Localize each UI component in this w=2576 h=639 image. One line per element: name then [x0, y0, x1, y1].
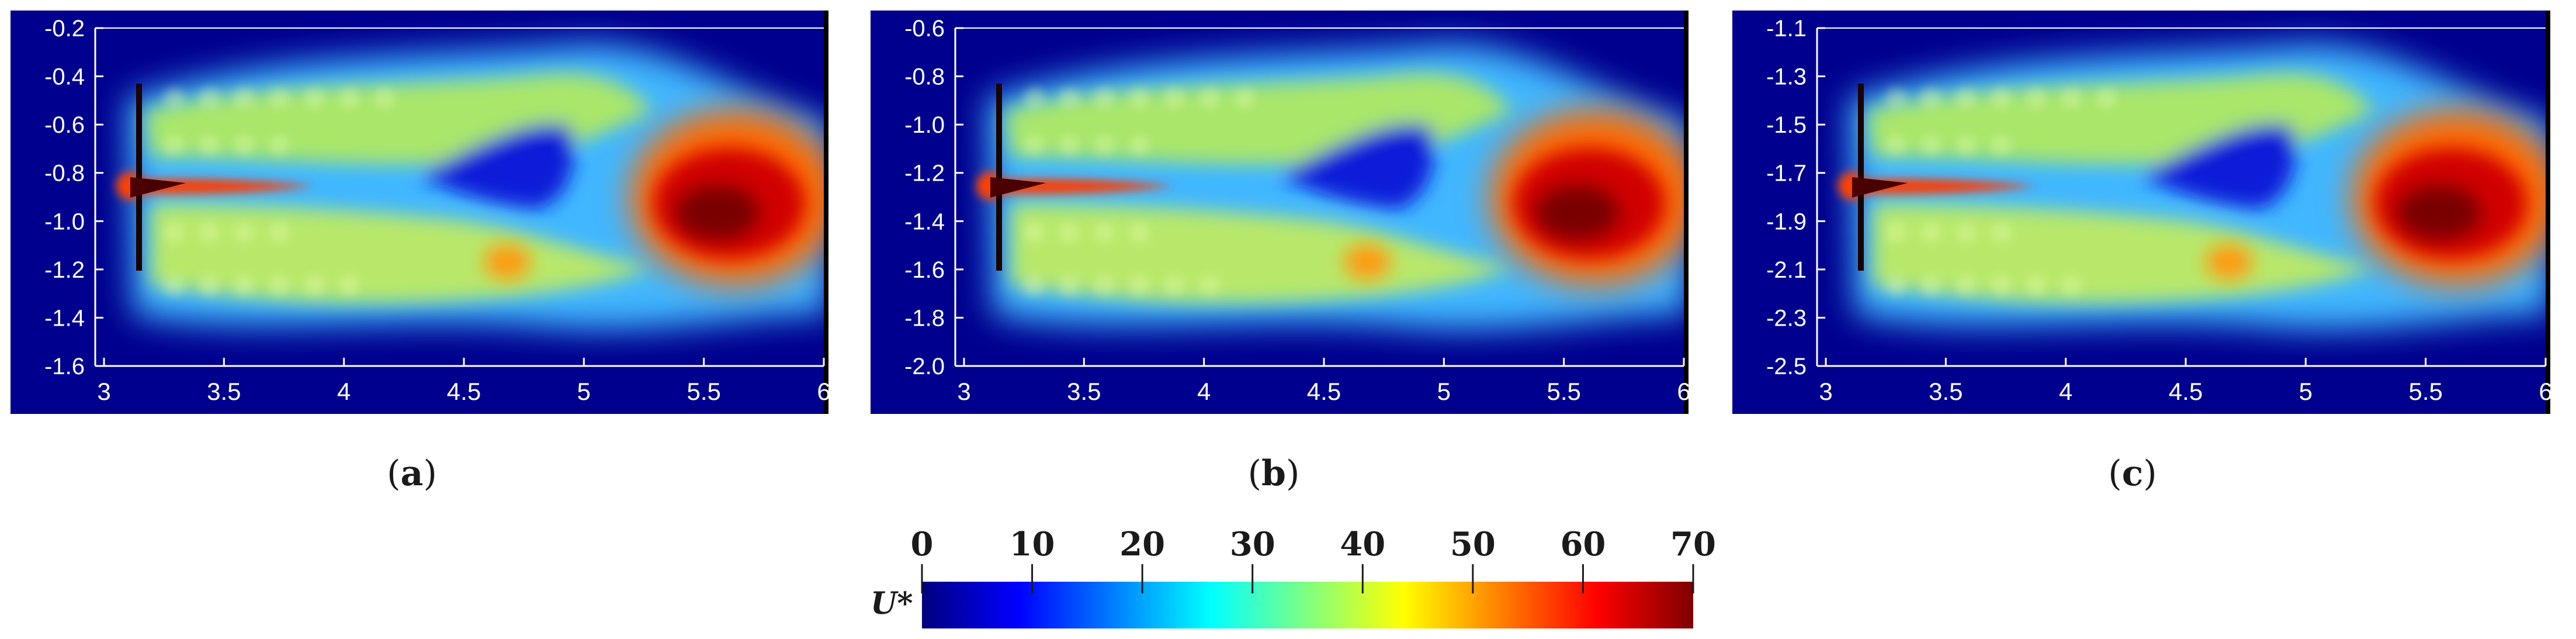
x-tick-label: 5.5 — [687, 378, 720, 405]
y-tick-label: -2.1 — [1766, 257, 1807, 283]
y-tick-label: -2.5 — [1766, 354, 1807, 379]
y-tick-label: -1.6 — [904, 257, 945, 283]
x-tick-label: 4.5 — [2169, 378, 2203, 405]
colorbar-tick-label: 50 — [1450, 525, 1496, 564]
y-tick-label: -2.3 — [1766, 305, 1807, 331]
x-tick-label: 4 — [2059, 378, 2072, 405]
colorbar-tick-label: 40 — [1340, 525, 1385, 564]
heatmap-panel-a: -0.2 -0.4 -0.6 -0.8 -1.0 -1.2 -1.4 -1.6 3 3.5 4 4.5… — [11, 11, 840, 414]
colorbar-label: U* — [871, 586, 913, 621]
velocity-field — [871, 11, 1700, 414]
x-tick-label: 5 — [2299, 378, 2312, 405]
colorbar: U* 0 10 20 30 40 50 60 70 — [871, 525, 1716, 628]
heatmap-panel-c: -1.1 -1.3 -1.5 -1.7 -1.9 -2.1 -2.3 -2.5 3 3.5 4 4.5… — [1732, 11, 2562, 414]
x-tick-label: 3 — [957, 378, 970, 405]
colorbar-tick-label: 10 — [1010, 525, 1055, 564]
x-tick-label: 6 — [2539, 378, 2552, 405]
x-tick-label: 3.5 — [1929, 378, 1963, 405]
x-tick-label: 5 — [577, 378, 591, 405]
colorbar-tick-label: 30 — [1230, 525, 1275, 564]
colorbar-tick-label: 60 — [1560, 525, 1606, 564]
y-tick-label: -1.4 — [44, 305, 85, 331]
y-tick-label: -1.9 — [1766, 209, 1807, 234]
panel-caption-c: (c) — [2108, 453, 2157, 494]
y-tick-label: -1.7 — [1766, 161, 1807, 186]
x-tick-label: 6 — [817, 378, 830, 405]
x-tick-label: 3.5 — [1067, 378, 1101, 405]
y-tick-label: -1.3 — [1766, 64, 1807, 90]
x-tick-label: 4 — [337, 378, 351, 405]
x-tick-label: 5.5 — [1547, 378, 1580, 405]
y-tick-label: -0.8 — [904, 64, 945, 90]
panel-caption-b: (b) — [1248, 453, 1300, 494]
colorbar-tick-label: 20 — [1119, 525, 1165, 564]
x-tick-label: 3 — [97, 378, 110, 405]
y-tick-label: -1.8 — [904, 305, 945, 331]
y-tick-label: -1.2 — [44, 257, 85, 283]
y-tick-label: -1.5 — [1766, 112, 1807, 138]
panel-edge — [824, 11, 828, 414]
y-tick-label: -1.0 — [44, 209, 85, 234]
panel-edge — [2546, 11, 2550, 414]
y-tick-label: -1.0 — [904, 112, 945, 138]
y-tick-label: -1.6 — [44, 354, 85, 379]
y-tick-label: -1.4 — [904, 209, 945, 234]
y-tick-label: -0.6 — [904, 16, 945, 42]
x-tick-label: 5.5 — [2408, 378, 2442, 405]
x-tick-label: 6 — [1677, 378, 1690, 405]
panel-edge — [1684, 11, 1689, 414]
velocity-field — [11, 11, 840, 414]
colorbar-tick-label: 0 — [911, 525, 934, 564]
y-tick-label: -0.4 — [44, 64, 85, 90]
panel-caption-a: (a) — [387, 453, 437, 494]
colorbar-tick-label: 70 — [1670, 525, 1716, 564]
x-tick-label: 5 — [1437, 378, 1451, 405]
x-tick-label: 3.5 — [207, 378, 241, 405]
y-tick-label: -1.2 — [904, 161, 945, 186]
y-tick-label: -2.0 — [904, 354, 945, 379]
colorbar-gradient — [922, 582, 1693, 628]
y-tick-label: -1.1 — [1766, 16, 1807, 42]
x-tick-label: 3 — [1819, 378, 1832, 405]
y-tick-label: -0.6 — [44, 112, 85, 138]
x-tick-label: 4.5 — [1307, 378, 1341, 405]
y-tick-label: -0.8 — [44, 161, 85, 186]
x-tick-label: 4.5 — [447, 378, 481, 405]
heatmap-panel-b: -0.6 -0.8 -1.0 -1.2 -1.4 -1.6 -1.8 -2.0 3 3.5 4 4.5… — [871, 11, 1700, 414]
velocity-field — [1732, 11, 2562, 414]
y-tick-label: -0.2 — [44, 16, 85, 42]
x-tick-label: 4 — [1197, 378, 1211, 405]
